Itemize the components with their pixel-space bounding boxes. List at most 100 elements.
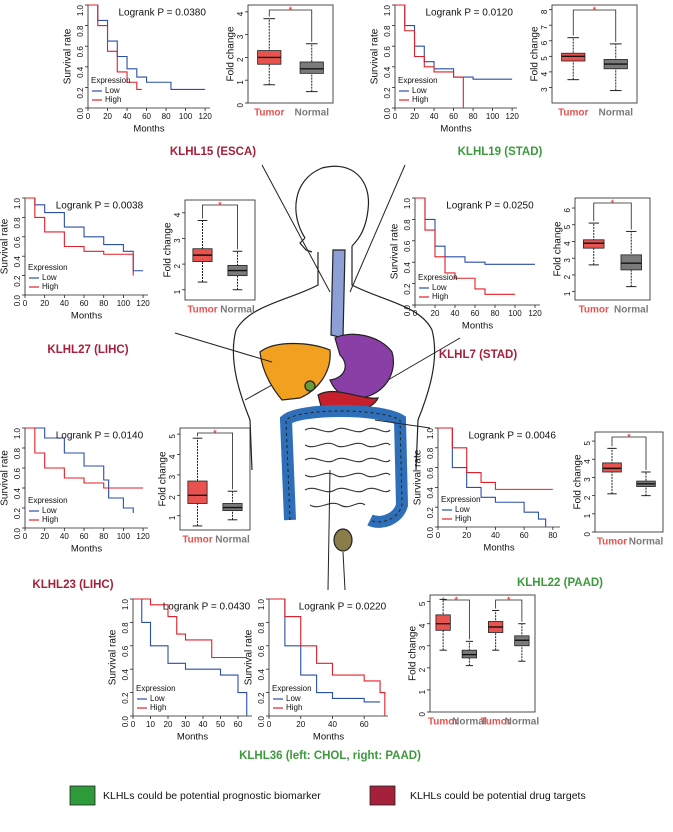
legend-label: High: [42, 515, 58, 524]
y-axis-label: Fold change: [530, 26, 541, 81]
x-tick-label: 20: [40, 532, 49, 541]
significance-bracket: [611, 436, 647, 470]
head: [295, 165, 370, 247]
survival-curve: [395, 4, 513, 80]
x-tick-label: 40: [491, 531, 500, 540]
legend-label: High: [432, 292, 448, 301]
legend-label: High: [412, 95, 428, 104]
panel-title: KLHL22 (PAAD): [517, 577, 603, 589]
y-tick-label: 0.4: [13, 256, 22, 268]
category-label: Tumor: [254, 108, 284, 119]
y-tick-label: 0.4: [13, 487, 22, 499]
logrank-annotation: Logrank P = 0.0430: [163, 602, 251, 613]
y-axis-label: Fold change: [158, 451, 169, 506]
y-axis-label: Survival rate: [390, 223, 401, 279]
y-tick-label: 2: [563, 274, 572, 279]
x-tick-label: 30: [181, 720, 190, 729]
panel-title: KLHL7 (STAD): [439, 349, 518, 361]
legend-label: Low: [150, 694, 165, 703]
x-tick-label: 60: [360, 720, 369, 729]
box: [187, 480, 208, 504]
survival-curve: [438, 427, 553, 490]
y-tick-label: 0.0: [76, 107, 85, 119]
x-axis-label: Months: [483, 543, 514, 554]
x-tick-label: 100: [486, 112, 500, 121]
panel-title: KLHL23 (LIHC): [32, 579, 113, 591]
x-tick-label: 60: [80, 299, 89, 308]
y-tick-label: 0.2: [383, 87, 392, 99]
x-tick-label: 0: [23, 532, 28, 541]
significance-mark: *: [454, 596, 458, 607]
y-axis-label: Survival rate: [63, 28, 74, 84]
significance-bracket: [495, 599, 523, 622]
x-tick-label: 40: [328, 720, 337, 729]
y-tick-label: 4: [418, 623, 427, 628]
x-axis-label: Months: [177, 732, 208, 743]
legend-label: High: [150, 703, 166, 712]
legend-title: Expression: [28, 263, 68, 272]
survival-curve: [88, 4, 206, 91]
x-tick-label: 40: [430, 112, 439, 121]
y-tick-label: 0.0: [426, 526, 435, 538]
y-tick-label: 5: [418, 601, 427, 606]
y-tick-label: 0.2: [257, 692, 266, 704]
y-tick-label: 3: [418, 645, 427, 650]
x-tick-label: 20: [431, 309, 440, 318]
y-tick-label: 0.6: [76, 46, 85, 58]
x-tick-label: 10: [146, 720, 155, 729]
y-tick-label: 0.0: [13, 294, 22, 306]
x-axis-label: Months: [462, 321, 493, 332]
x-tick-label: 60: [142, 112, 151, 121]
significance-bracket: [442, 597, 470, 640]
box: [602, 462, 622, 473]
y-tick-label: 0.8: [426, 447, 435, 459]
survival-curve: [415, 197, 515, 295]
y-tick-label: 2: [418, 667, 427, 672]
x-tick-label: 40: [451, 309, 460, 318]
survival-curve: [269, 598, 381, 703]
x-tick-label: 40: [60, 532, 69, 541]
survival-curve: [88, 4, 142, 91]
y-tick-label: 0.4: [426, 487, 435, 499]
y-tick-label: 0.8: [13, 447, 22, 459]
body-diagram: [174, 164, 461, 591]
x-tick-label: 80: [469, 112, 478, 121]
plot-frame: [429, 594, 536, 713]
x-tick-label: 120: [198, 112, 212, 121]
y-tick-label: 0.6: [426, 467, 435, 479]
legend-title: Expression: [136, 684, 176, 693]
y-tick-label: 6: [563, 207, 572, 212]
category-label: Tumor: [187, 305, 217, 316]
y-tick-label: 0.8: [13, 217, 22, 229]
y-tick-label: 0.6: [121, 645, 130, 657]
y-tick-label: 0.0: [121, 715, 130, 727]
y-tick-label: 0.4: [403, 262, 412, 274]
liver: [259, 342, 331, 401]
box: [299, 61, 324, 74]
y-tick-label: 0.8: [121, 622, 130, 634]
connector: [174, 332, 273, 363]
y-axis-label: Survival rate: [244, 629, 255, 685]
y-tick-label: 0.4: [121, 669, 130, 681]
y-tick-label: 0.8: [403, 219, 412, 231]
y-tick-label: 2: [583, 495, 592, 500]
y-tick-label: 0.0: [403, 304, 412, 316]
significance-bracket: [197, 432, 233, 490]
x-axis-label: Months: [313, 732, 344, 743]
y-tick-label: 4: [168, 454, 177, 459]
y-tick-label: 0.6: [383, 46, 392, 58]
y-tick-label: 0.8: [383, 25, 392, 37]
box: [561, 52, 586, 62]
y-tick-label: 1: [236, 80, 245, 85]
right-side: [351, 246, 436, 471]
colon-detail: [285, 410, 403, 523]
y-tick-label: 1.0: [426, 427, 435, 439]
x-tick-label: 80: [99, 532, 108, 541]
plot-frame: [179, 427, 251, 531]
legend-label: High: [42, 282, 58, 291]
connector: [244, 384, 273, 401]
x-axis-label: Months: [71, 311, 102, 322]
y-tick-label: 0.6: [13, 467, 22, 479]
stomach: [329, 333, 394, 399]
